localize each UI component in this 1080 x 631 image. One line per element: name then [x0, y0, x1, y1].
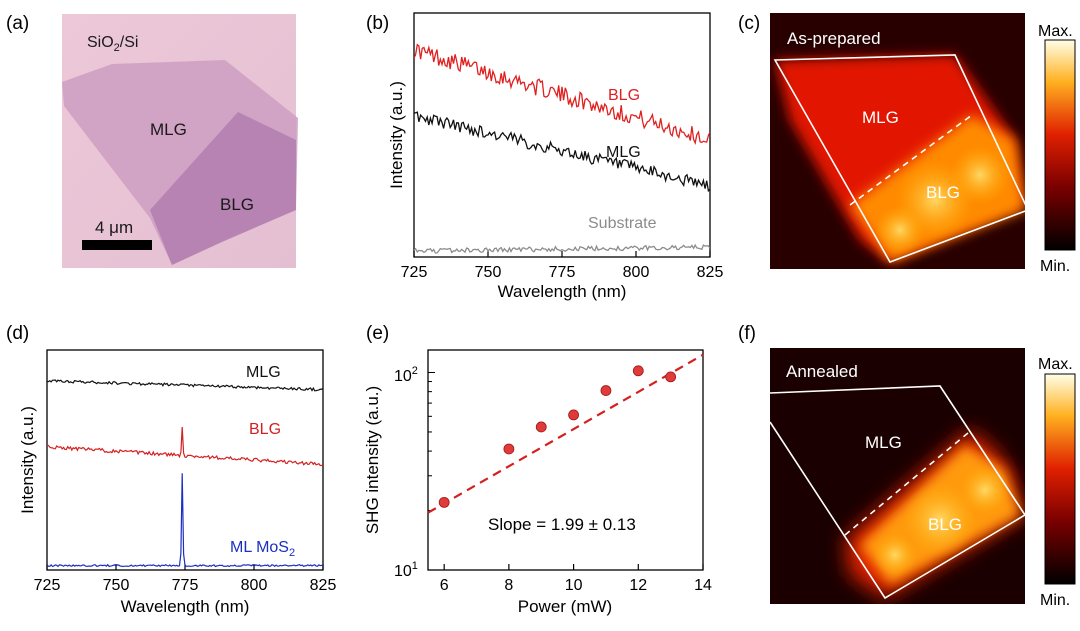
data-point — [568, 409, 579, 421]
blg-label-a: BLG — [220, 195, 254, 214]
y-axis-label-d: Intensity (a.u.) — [18, 406, 37, 514]
series-group-b — [414, 43, 710, 254]
x-tick-label-d: 775 — [172, 577, 199, 594]
panel-label-f: (f) — [738, 323, 756, 344]
colorbar-max-f: Max. — [1038, 356, 1073, 373]
series-label-blg-d: BLG — [249, 421, 281, 438]
x-axis-b: 725 750 775 800 825 — [401, 251, 724, 281]
flake-outline-f — [770, 385, 1025, 600]
substrate-label: SiO2/Si — [87, 34, 138, 54]
data-point — [438, 496, 450, 508]
x-tick-label-d: 800 — [241, 577, 268, 594]
series-line-mlg — [414, 111, 710, 193]
x-tick-label-d: 725 — [34, 577, 61, 594]
data-point — [600, 385, 612, 396]
x-tick-label-b: 800 — [623, 264, 650, 281]
x-tick-label-d: 825 — [310, 577, 337, 594]
flake-outline-c — [773, 54, 1025, 263]
shg-map-f — [770, 348, 1025, 604]
series-label-mlg-d: MLG — [246, 364, 281, 381]
y-tick-label-100: 102 — [394, 365, 418, 385]
blg-label-c: BLG — [926, 183, 960, 202]
data-point — [632, 365, 644, 377]
x-tick-label-b: 750 — [475, 264, 502, 281]
y-axis-label-e: SHG intensity (a.u.) — [363, 386, 382, 534]
x-tick-label-b: 775 — [549, 264, 576, 281]
slope-annotation: Slope = 1.99 ± 0.13 — [488, 515, 636, 534]
series-line-blg — [47, 426, 323, 467]
y-tick-label-10: 101 — [394, 560, 418, 580]
shg-map-c — [770, 13, 1025, 269]
x-axis-label-b: Wavelength (nm) — [498, 282, 627, 301]
panel-label-a: (a) — [6, 13, 29, 34]
series-line-blg — [414, 43, 710, 145]
x-tick-label-e: 10 — [565, 577, 583, 594]
panel-a: (a) SiO2/Si MLG BLG 4 μm — [6, 13, 298, 268]
series-line-substrate — [414, 243, 710, 254]
boundary-line-f — [844, 432, 969, 536]
colorbar-min-f: Min. — [1040, 592, 1070, 609]
series-label-mos2-d: ML MoS2 — [230, 539, 295, 559]
boundary-line-c — [849, 114, 973, 206]
blg-label-f: BLG — [928, 515, 962, 534]
x-tick-label-d: 750 — [103, 577, 130, 594]
series-group-e — [427, 353, 704, 514]
panel-label-b: (b) — [366, 13, 389, 34]
fit-line — [427, 353, 704, 514]
data-point — [665, 371, 677, 383]
colorbar-min-c: Min. — [1040, 258, 1070, 275]
panel-d: (d) 725 750 775 800 825 Wavelength (nm) Inte… — [6, 323, 336, 616]
colorbar-f — [1044, 373, 1076, 585]
data-point — [535, 421, 547, 433]
series-group-d — [47, 379, 323, 568]
series-line-mlg — [47, 379, 323, 392]
series-label-blg-b: BLG — [608, 87, 640, 104]
x-axis-d: 725 750 775 800 825 — [34, 564, 337, 594]
map-title-f: Annealed — [786, 362, 858, 381]
x-tick-label-b: 825 — [697, 264, 724, 281]
mlg-label-f: MLG — [865, 433, 902, 452]
panel-c: (c) As-prepared MLG BLG Max. Min. — [738, 13, 1076, 275]
axes-e: 6 8 10 12 14 — [428, 372, 712, 594]
panel-b: (b) 725 750 775 800 825 Wavelength (nm) Inte… — [366, 12, 724, 301]
mlg-label-c: MLG — [862, 108, 899, 127]
map-title-c: As-prepared — [787, 29, 881, 48]
scale-bar-label: 4 μm — [95, 218, 133, 237]
x-tick-label-e: 12 — [629, 577, 647, 594]
plot-frame-b — [413, 12, 711, 258]
data-point — [503, 443, 515, 455]
y-axis-label-b: Intensity (a.u.) — [387, 81, 406, 189]
x-tick-label-e: 6 — [440, 577, 449, 594]
x-tick-label-e: 8 — [504, 577, 513, 594]
panel-f: (f) Annealed MLG BLG Max. Min. — [738, 323, 1076, 609]
series-label-substrate-b: Substrate — [588, 215, 657, 232]
scale-bar — [82, 240, 152, 250]
x-tick-label-b: 725 — [401, 264, 428, 281]
colorbar-c — [1044, 39, 1076, 251]
mlg-label-a: MLG — [150, 120, 187, 139]
panel-label-e: (e) — [366, 323, 389, 344]
colorbar-max-c: Max. — [1038, 23, 1073, 40]
panel-label-d: (d) — [6, 323, 29, 344]
panel-e: (e) 6 8 10 12 14 102 101 Power (mW) SHG inte… — [363, 323, 712, 616]
panel-label-c: (c) — [738, 13, 760, 34]
x-tick-label-e: 14 — [694, 577, 712, 594]
series-label-mlg-b: MLG — [606, 144, 641, 161]
plot-frame-e — [427, 349, 704, 571]
blg-flake — [150, 112, 296, 265]
x-axis-label-e: Power (mW) — [518, 597, 612, 616]
series-line-ml-mos2 — [47, 473, 323, 568]
x-axis-label-d: Wavelength (nm) — [121, 597, 250, 616]
